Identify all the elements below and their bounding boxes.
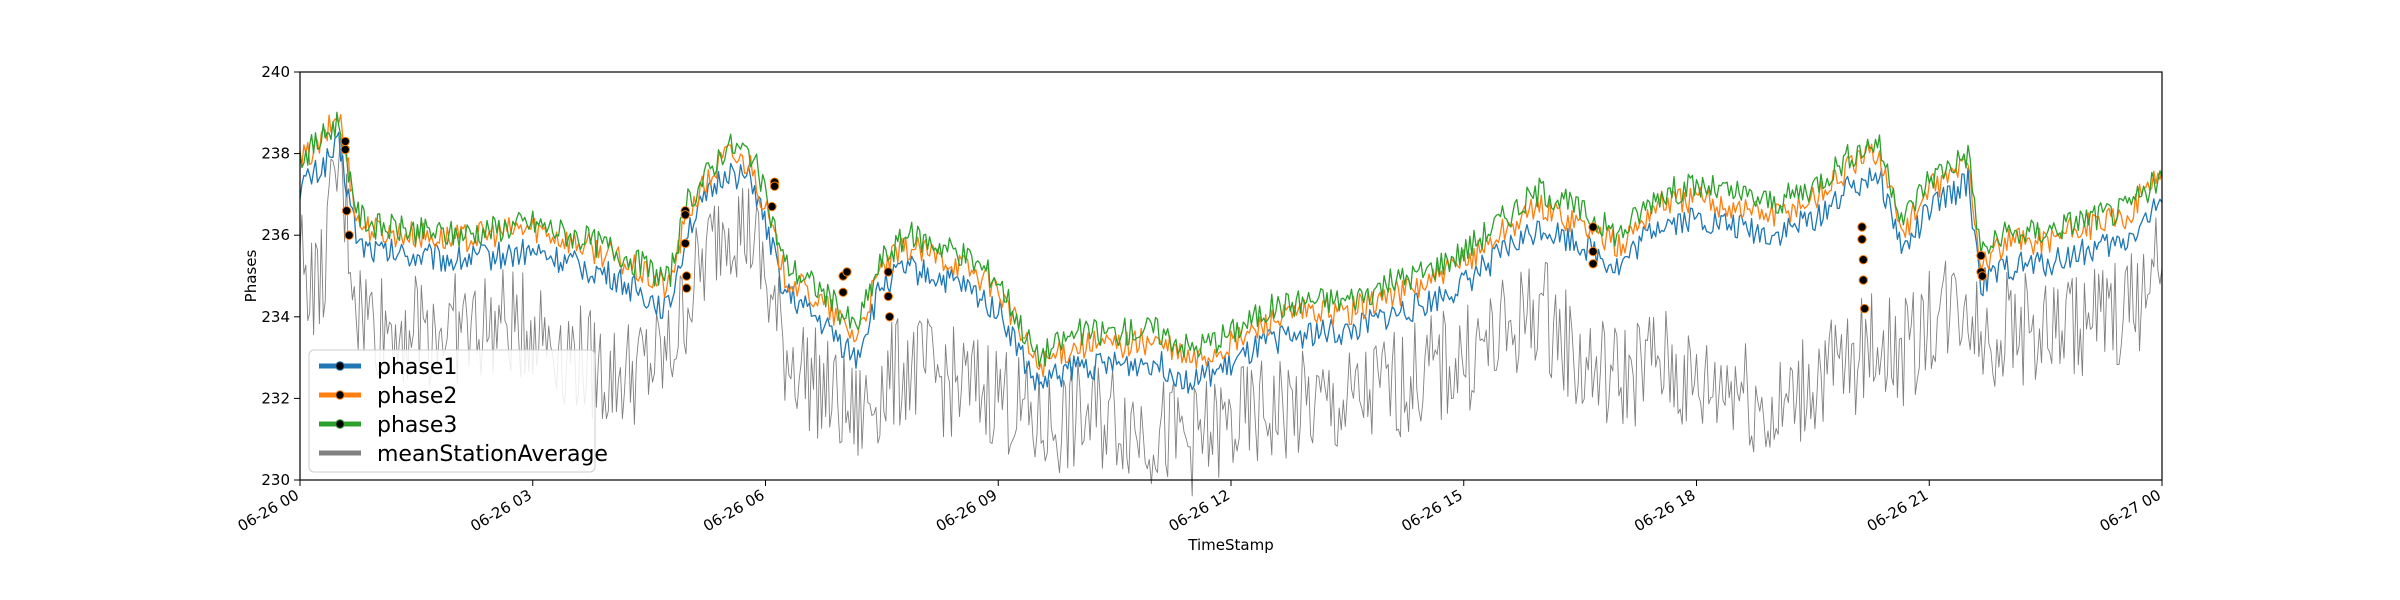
anomaly-marker (767, 201, 777, 212)
anomaly-marker (680, 210, 690, 220)
y-axis-label: Phases (242, 250, 260, 303)
anomaly-marker (884, 312, 895, 322)
anomaly-marker (838, 287, 848, 297)
anomaly-marker (1977, 271, 1988, 281)
legend-label-phase1: phase1 (377, 355, 457, 380)
series-line-meanStationAverage (299, 133, 2163, 497)
x-axis-label: TimeStamp (1187, 536, 1273, 554)
series-line-phase3 (299, 111, 2163, 368)
legend-marker-icon (335, 390, 345, 400)
anomaly-marker (680, 238, 690, 249)
y-tick-label: 236 (261, 226, 290, 244)
legend-label-meanStationAverage: meanStationAverage (377, 442, 608, 467)
marker-layer (340, 136, 1988, 322)
x-tick-label: 06-26 09 (933, 486, 1000, 535)
anomaly-marker (883, 291, 893, 302)
series-line-phase1 (299, 131, 2163, 394)
y-axis: 230 232 234 236 238 240 (261, 63, 300, 489)
anomaly-marker (1857, 222, 1867, 232)
anomaly-marker (1588, 222, 1598, 232)
y-tick-label: 240 (261, 63, 290, 81)
legend-box (308, 349, 596, 473)
anomaly-marker (1976, 250, 1986, 261)
x-tick-label: 06-26 18 (1631, 486, 1698, 535)
anomaly-marker (340, 136, 350, 147)
legend-marker-icon (335, 419, 345, 429)
anomaly-marker (1859, 303, 1870, 314)
y-tick-label: 232 (261, 389, 290, 407)
anomaly-marker (883, 267, 893, 277)
anomaly-marker (1858, 275, 1869, 285)
x-tick-label: 06-26 00 (235, 486, 302, 535)
x-axis: 06-26 00 06-26 03 06-26 06 06-26 09 06-26 12… (235, 480, 2164, 535)
anomaly-marker (341, 206, 352, 216)
x-tick-label: 06-26 03 (467, 486, 534, 535)
y-tick-label: 234 (261, 308, 290, 326)
anomaly-marker (1588, 259, 1598, 269)
anomaly-marker (1857, 234, 1867, 245)
anomaly-marker (842, 267, 852, 277)
legend-marker-icon (335, 361, 345, 371)
anomaly-marker (1588, 246, 1598, 257)
series-line-phase2 (299, 113, 2163, 378)
legend: phase1 phase2 phase3 meanStationAverage (308, 349, 608, 473)
y-tick-label: 238 (261, 145, 290, 163)
x-tick-label: 06-27 00 (2097, 486, 2164, 535)
x-tick-label: 06-26 21 (1864, 486, 1931, 535)
x-tick-label: 06-26 12 (1166, 486, 1233, 535)
anomaly-marker (340, 144, 350, 155)
x-tick-label: 06-26 15 (1398, 486, 1465, 535)
legend-label-phase3: phase3 (377, 413, 457, 438)
anomaly-marker (1858, 255, 1869, 265)
anomaly-marker (681, 283, 692, 293)
anomaly-marker (681, 271, 692, 281)
series-layer (299, 111, 2163, 497)
x-tick-label: 06-26 06 (700, 486, 767, 535)
anomaly-marker (344, 230, 354, 240)
y-tick-label: 230 (261, 471, 290, 489)
legend-label-phase2: phase2 (377, 384, 457, 409)
anomaly-marker (769, 181, 780, 191)
